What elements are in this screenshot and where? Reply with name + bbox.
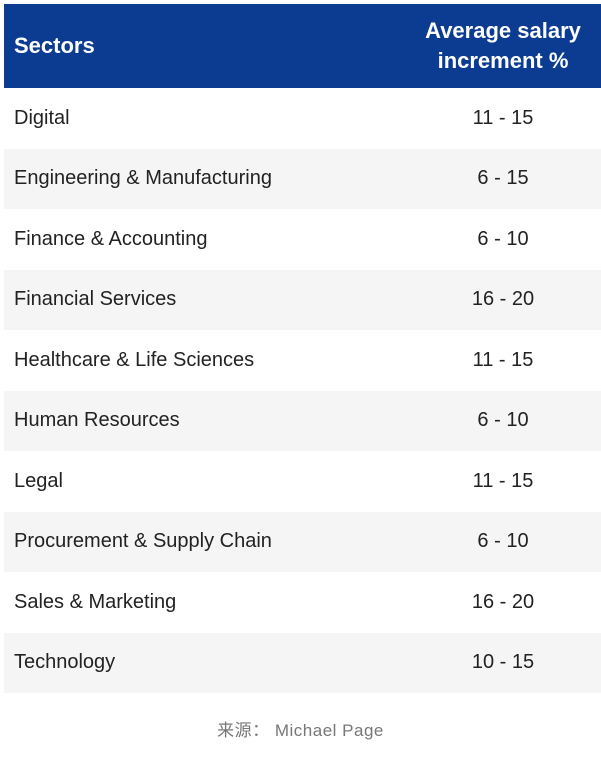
increment-cell: 16 - 20: [399, 269, 601, 330]
sector-cell: Digital: [14, 106, 70, 129]
sector-cell: Financial Services: [4, 269, 399, 330]
table-body: Digital 11 - 15 Engineering & Manufacturin…: [4, 88, 601, 693]
header-average-salary-increment: Average salary increment %: [399, 4, 601, 88]
increment-cell: 6 - 10: [399, 511, 601, 572]
table-row: Procurement & Supply Chain 6 - 10: [4, 511, 601, 572]
salary-table-container: Sectors Average salary increment % Digit…: [4, 4, 601, 693]
header-row: Sectors Average salary increment %: [4, 4, 601, 88]
table-header: Sectors Average salary increment %: [4, 4, 601, 88]
sector-cell: Sales & Marketing: [14, 590, 177, 613]
increment-cell: 16 - 20: [471, 590, 535, 613]
sector-cell: Procurement & Supply Chain: [4, 511, 399, 572]
sector-cell: Human Resources: [4, 390, 399, 451]
table-row: Human Resources 6 - 10: [4, 390, 601, 451]
header-sectors: Sectors: [4, 4, 399, 88]
increment-cell: 10 - 15: [399, 632, 601, 693]
source-caption: 来源： Michael Page: [217, 721, 384, 740]
increment-cell: 6 - 10: [399, 390, 601, 451]
sector-cell: Engineering & Manufacturing: [4, 148, 399, 209]
increment-cell: 11 - 15: [472, 106, 534, 129]
increment-cell: 11 - 15: [472, 469, 534, 492]
table-row: Finance & Accounting 6 - 10: [4, 209, 601, 270]
sector-cell: Technology: [4, 632, 399, 693]
table-row: Sales & Marketing 16 - 20: [4, 572, 601, 633]
sector-cell: Healthcare & Life Sciences: [14, 348, 255, 371]
increment-cell: 11 - 15: [472, 348, 534, 371]
table-row: Digital 11 - 15: [4, 88, 601, 149]
table-row: Financial Services 16 - 20: [4, 269, 601, 330]
table-row: Healthcare & Life Sciences 11 - 15: [4, 330, 601, 391]
sector-cell: Finance & Accounting: [14, 227, 208, 250]
table-row: Engineering & Manufacturing 6 - 15: [4, 148, 601, 209]
table-row: Technology 10 - 15: [4, 632, 601, 693]
increment-cell: 6 - 15: [399, 148, 601, 209]
increment-cell: 6 - 10: [477, 227, 529, 250]
salary-table: Sectors Average salary increment % Digit…: [4, 4, 601, 693]
table-row: Legal 11 - 15: [4, 451, 601, 512]
sector-cell: Legal: [14, 469, 63, 492]
